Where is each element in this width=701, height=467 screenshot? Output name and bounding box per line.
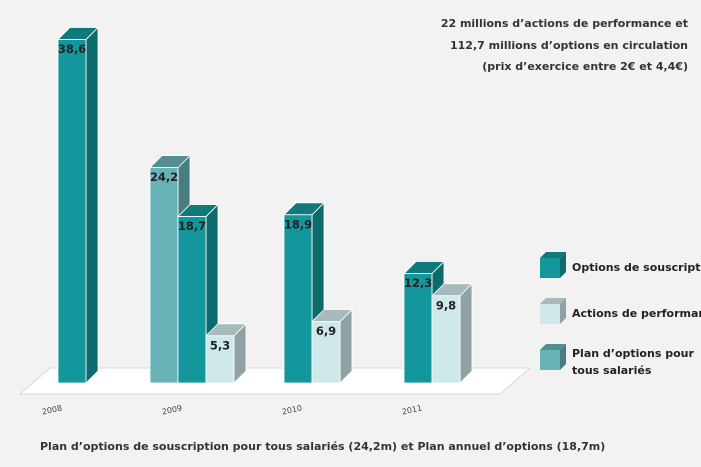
legend-swatch-side <box>560 298 566 324</box>
legend-swatch-top <box>540 298 566 304</box>
note-line: 112,7 millions d’options en circulation <box>450 39 688 52</box>
x-tick-label: 2009 <box>161 403 183 416</box>
value-label: 38,6 <box>58 42 86 56</box>
bar <box>311 308 353 384</box>
bar-front <box>57 39 87 384</box>
legend-label: Options de souscription <box>572 261 701 274</box>
caption: Plan d’options de souscription pour tous… <box>40 440 605 453</box>
x-tick-label: 2010 <box>281 403 303 416</box>
x-tick-label: 2008 <box>41 403 63 416</box>
bar <box>177 203 219 384</box>
bars: 38,6 2008 24,2 18,7 5,3 2009 18,9 6,9 2010 12,3 9,… <box>41 26 473 417</box>
legend-swatch-side <box>560 252 566 278</box>
legend-swatch-side <box>560 344 566 370</box>
bar-front <box>431 295 461 384</box>
legend-swatch-top <box>540 252 566 258</box>
bar-front <box>283 214 313 384</box>
bar-side <box>85 26 99 384</box>
bar-front <box>311 321 341 384</box>
value-label: 12,3 <box>404 276 432 290</box>
legend-swatch <box>540 350 560 370</box>
note-line: 22 millions d’actions de performance et <box>441 17 688 30</box>
bar-front <box>149 167 179 384</box>
legend-label: Plan d’options pour tous salariés <box>572 347 694 377</box>
bar-side <box>339 308 353 384</box>
legend: Options de souscription Actions de perfor… <box>540 252 701 377</box>
bar <box>431 282 473 384</box>
bar-front <box>177 216 207 384</box>
value-label: 24,2 <box>150 170 178 184</box>
bar-side <box>459 282 473 384</box>
legend-swatch <box>540 258 560 278</box>
bar <box>57 26 99 384</box>
legend-swatch-top <box>540 344 566 350</box>
x-tick-label: 2011 <box>401 403 423 416</box>
bar-front <box>205 335 235 384</box>
value-label: 5,3 <box>210 338 230 352</box>
legend-label: Actions de performance <box>572 307 701 320</box>
value-label: 18,7 <box>178 219 206 233</box>
value-label: 18,9 <box>284 217 312 231</box>
legend-swatch <box>540 304 560 324</box>
bar <box>205 322 247 384</box>
value-label: 6,9 <box>316 324 336 338</box>
floor <box>18 367 532 395</box>
value-label: 9,8 <box>436 298 456 312</box>
note-line: (prix d’exercice entre 2€ et 4,4€) <box>482 60 688 73</box>
